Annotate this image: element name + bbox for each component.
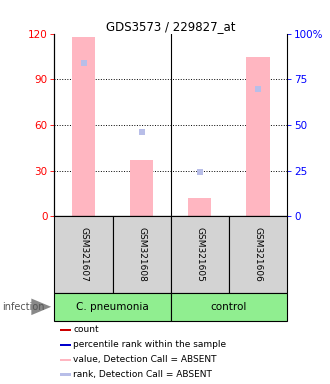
Bar xyxy=(60,329,71,331)
Text: percentile rank within the sample: percentile rank within the sample xyxy=(74,340,227,349)
Bar xyxy=(72,37,95,216)
Bar xyxy=(60,359,71,361)
Bar xyxy=(60,373,71,376)
Bar xyxy=(54,293,171,321)
Text: count: count xyxy=(74,326,99,334)
Bar xyxy=(229,216,287,293)
Text: GSM321605: GSM321605 xyxy=(195,227,204,282)
Text: GSM321607: GSM321607 xyxy=(79,227,88,282)
Text: GSM321608: GSM321608 xyxy=(137,227,146,282)
Text: infection: infection xyxy=(2,302,44,312)
Bar xyxy=(188,198,212,216)
Text: rank, Detection Call = ABSENT: rank, Detection Call = ABSENT xyxy=(74,370,212,379)
Text: GSM321606: GSM321606 xyxy=(253,227,263,282)
Bar xyxy=(171,216,229,293)
Bar xyxy=(60,344,71,346)
Bar xyxy=(171,293,287,321)
Bar xyxy=(113,216,171,293)
Text: control: control xyxy=(211,302,247,312)
Bar xyxy=(130,160,153,216)
Polygon shape xyxy=(31,298,51,315)
Text: C. pneumonia: C. pneumonia xyxy=(76,302,149,312)
Bar xyxy=(54,216,113,293)
Title: GDS3573 / 229827_at: GDS3573 / 229827_at xyxy=(106,20,236,33)
Bar xyxy=(247,56,270,216)
Text: value, Detection Call = ABSENT: value, Detection Call = ABSENT xyxy=(74,355,217,364)
